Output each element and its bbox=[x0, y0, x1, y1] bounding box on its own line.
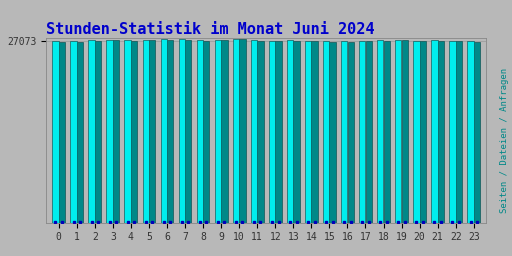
Bar bbox=[95, 41, 101, 223]
Bar bbox=[431, 40, 438, 223]
Bar bbox=[395, 40, 401, 223]
Bar bbox=[142, 40, 149, 223]
Bar bbox=[161, 39, 167, 223]
Text: Seiten / Dateien / Anfragen: Seiten / Dateien / Anfragen bbox=[500, 68, 509, 213]
Bar bbox=[131, 41, 137, 223]
Bar bbox=[348, 42, 354, 223]
Bar bbox=[124, 40, 131, 223]
Bar bbox=[359, 41, 366, 223]
Bar bbox=[377, 40, 383, 223]
Bar bbox=[251, 40, 257, 223]
Bar bbox=[185, 40, 191, 223]
Bar bbox=[383, 41, 390, 223]
Text: Stunden-Statistik im Monat Juni 2024: Stunden-Statistik im Monat Juni 2024 bbox=[46, 22, 375, 37]
Bar bbox=[413, 41, 419, 223]
Bar bbox=[239, 39, 246, 223]
Bar bbox=[311, 41, 318, 223]
Bar bbox=[474, 42, 480, 223]
Bar bbox=[59, 42, 65, 223]
Bar bbox=[293, 41, 300, 223]
Bar bbox=[197, 40, 203, 223]
Bar bbox=[113, 40, 119, 223]
Bar bbox=[438, 41, 444, 223]
Bar bbox=[323, 41, 329, 223]
Bar bbox=[77, 42, 83, 223]
Bar bbox=[106, 40, 113, 223]
Bar bbox=[341, 41, 347, 223]
Bar bbox=[420, 41, 426, 223]
Bar bbox=[330, 42, 336, 223]
Bar bbox=[275, 41, 282, 223]
Bar bbox=[305, 41, 311, 223]
Bar bbox=[269, 40, 275, 223]
Bar bbox=[70, 41, 77, 223]
Bar bbox=[167, 40, 174, 223]
Bar bbox=[52, 41, 58, 223]
Bar bbox=[450, 41, 456, 223]
Bar bbox=[179, 39, 185, 223]
Bar bbox=[233, 39, 239, 223]
Bar bbox=[149, 40, 155, 223]
Bar bbox=[221, 40, 227, 223]
Bar bbox=[467, 41, 474, 223]
Bar bbox=[258, 41, 264, 223]
Bar bbox=[366, 41, 372, 223]
Bar bbox=[456, 41, 462, 223]
Bar bbox=[89, 40, 95, 223]
Bar bbox=[402, 40, 408, 223]
Bar bbox=[203, 41, 209, 223]
Bar bbox=[215, 40, 221, 223]
Bar bbox=[287, 40, 293, 223]
